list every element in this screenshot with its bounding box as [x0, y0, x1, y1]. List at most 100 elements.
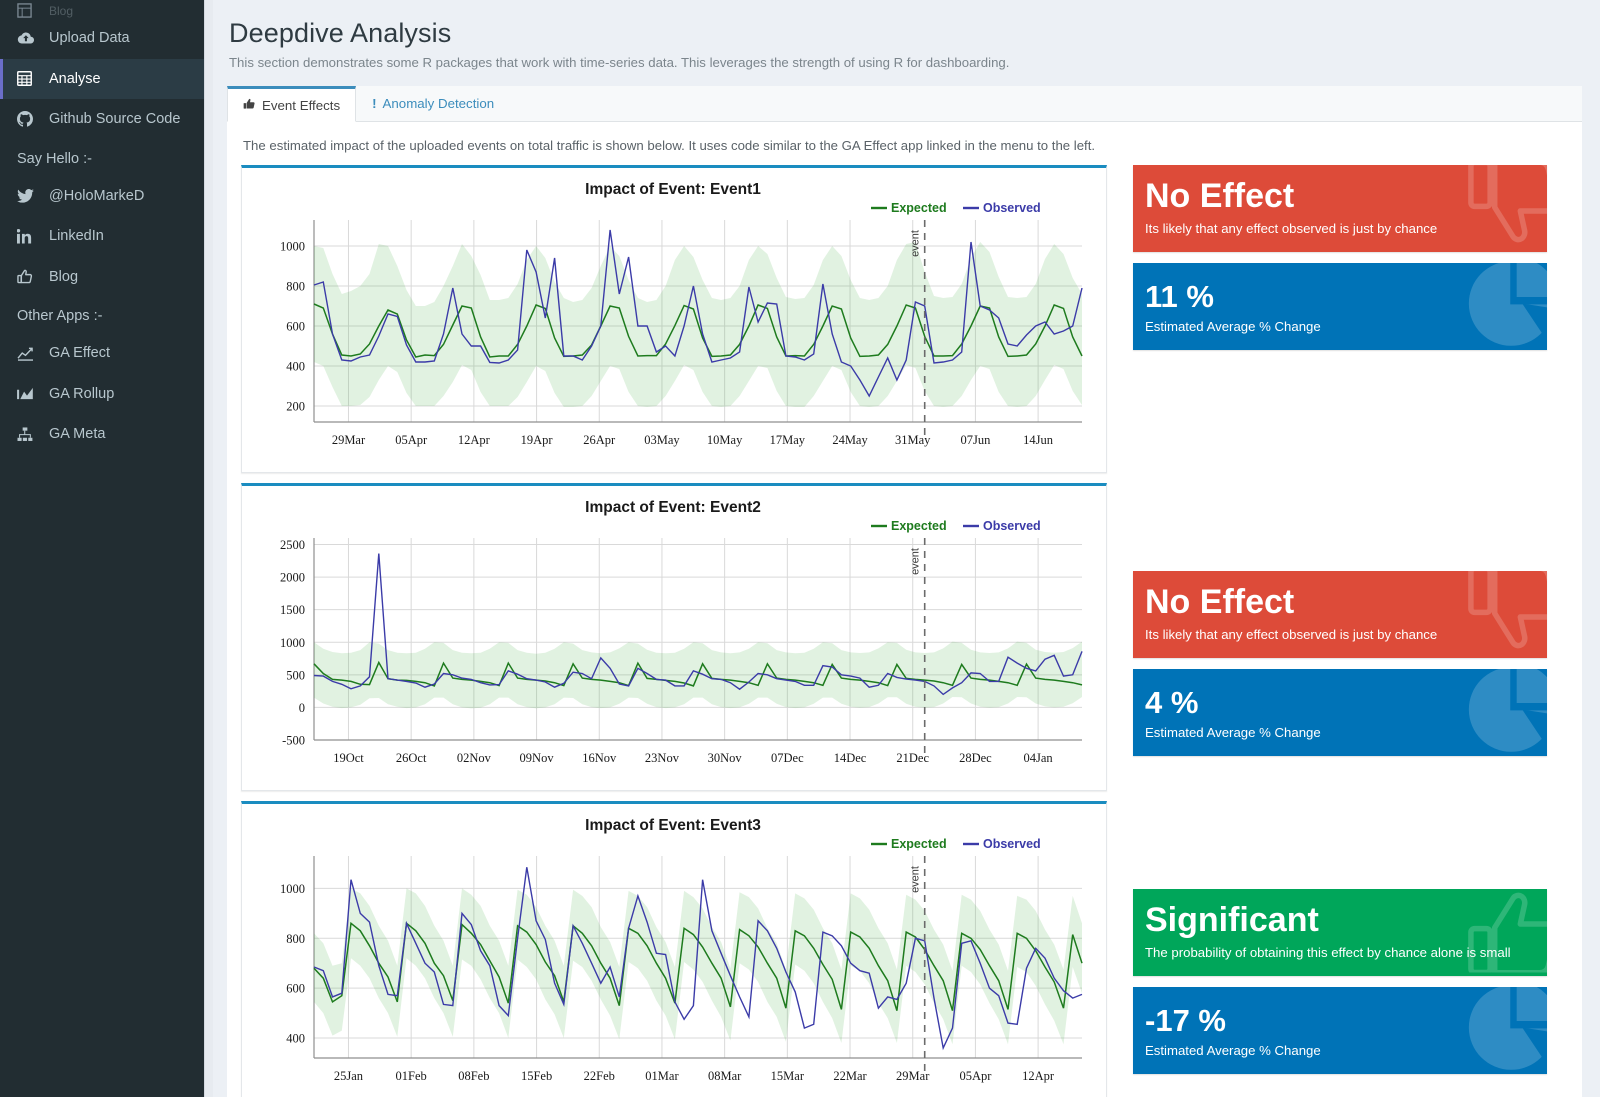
result-row-2: Impact of Event: Event2 -500 0 500 1000 1500 2… — [241, 483, 1568, 791]
svg-text:31May: 31May — [895, 433, 931, 447]
sidebar-item-label: Analyse — [49, 70, 101, 87]
svg-text:03May: 03May — [644, 433, 680, 447]
area-chart-icon — [17, 386, 39, 401]
sitemap-icon — [17, 427, 39, 442]
cards-spacer-2 — [1133, 483, 1547, 571]
svg-text:05Apr: 05Apr — [959, 1069, 992, 1083]
svg-text:02Nov: 02Nov — [457, 751, 492, 765]
svg-text:Impact of Event: Event1: Impact of Event: Event1 — [585, 181, 761, 198]
svg-text:09Nov: 09Nov — [520, 751, 555, 765]
tab-event-effects[interactable]: Event Effects — [227, 86, 357, 122]
sidebar-item-blog[interactable]: Blog — [0, 257, 213, 298]
svg-text:26Oct: 26Oct — [396, 751, 427, 765]
sidebar-item-clipped-top[interactable]: Blog — [0, 0, 213, 18]
svg-text:14Dec: 14Dec — [834, 751, 867, 765]
svg-text:Observed: Observed — [983, 201, 1041, 215]
svg-text:500: 500 — [286, 668, 305, 682]
svg-text:01Feb: 01Feb — [396, 1069, 427, 1083]
main-content: Deepdive Analysis This section demonstra… — [213, 0, 1600, 1097]
sidebar-item-label: Blog — [49, 268, 79, 285]
sidebar-item-linkedin[interactable]: LinkedIn — [0, 216, 213, 257]
tab-anomaly-detection[interactable]: ! Anomaly Detection — [356, 85, 510, 121]
svg-text:12Apr: 12Apr — [1022, 1069, 1055, 1083]
cloud-upload-icon — [17, 31, 39, 45]
svg-text:2500: 2500 — [280, 538, 305, 552]
change-label: Estimated Average % Change — [1145, 1043, 1321, 1059]
svg-text:600: 600 — [286, 320, 305, 334]
svg-text:29Mar: 29Mar — [896, 1069, 930, 1083]
exclamation-icon: ! — [372, 96, 377, 111]
svg-text:19Oct: 19Oct — [333, 751, 364, 765]
result-cards-2: No Effect Its likely that any effect obs… — [1133, 483, 1547, 791]
sidebar-header-say-hello: Say Hello :- — [17, 150, 92, 167]
sidebar-item-analyse[interactable]: Analyse — [0, 58, 213, 99]
svg-text:Expected: Expected — [891, 201, 947, 215]
svg-text:800: 800 — [286, 932, 305, 946]
svg-text:1000: 1000 — [280, 240, 305, 254]
sidebar-item-ga-meta[interactable]: GA Meta — [0, 414, 213, 455]
change-value: -17 % — [1145, 1002, 1226, 1038]
tab-panel-event-effects: The estimated impact of the uploaded eve… — [227, 122, 1582, 1097]
svg-text:29Mar: 29Mar — [332, 433, 366, 447]
svg-text:Impact of Event: Event3: Impact of Event: Event3 — [585, 817, 761, 834]
sidebar-item-label: Github Source Code — [49, 111, 181, 128]
sidebar-scroll-region: Blog Upload Data Analyse Github Source C… — [0, 0, 213, 1097]
svg-text:600: 600 — [286, 982, 305, 996]
svg-text:event: event — [910, 548, 922, 575]
svg-text:Expected: Expected — [891, 519, 947, 533]
svg-text:Impact of Event: Event2: Impact of Event: Event2 — [585, 499, 761, 516]
svg-text:2000: 2000 — [280, 571, 305, 585]
twitter-icon — [17, 188, 39, 203]
thumbs-up-icon — [243, 98, 256, 113]
sidebar-scrollbar[interactable] — [204, 0, 213, 1097]
table-icon — [17, 71, 39, 87]
svg-text:07Jun: 07Jun — [960, 433, 991, 447]
svg-text:200: 200 — [286, 400, 305, 414]
verdict-subtitle: The probability of obtaining this effect… — [1145, 944, 1511, 960]
svg-text:400: 400 — [286, 360, 305, 374]
svg-text:22Feb: 22Feb — [584, 1069, 615, 1083]
sidebar-item-github-source-code[interactable]: Github Source Code — [0, 99, 213, 140]
sidebar-item-upload-data[interactable]: Upload Data — [0, 18, 213, 59]
sidebar-item-ga-effect[interactable]: GA Effect — [0, 333, 213, 374]
verdict-title: No Effect — [1145, 177, 1295, 215]
linkedin-icon — [17, 228, 39, 244]
svg-text:07Dec: 07Dec — [771, 751, 804, 765]
svg-text:26Apr: 26Apr — [583, 433, 616, 447]
sidebar-item-twitter[interactable]: @HoloMarkeD — [0, 176, 213, 217]
chart-event3: Impact of Event: Event3 400 600 800 1000 25Ja… — [280, 817, 1083, 1083]
svg-text:05Apr: 05Apr — [395, 433, 428, 447]
svg-text:14Jun: 14Jun — [1023, 433, 1054, 447]
svg-text:event: event — [910, 866, 922, 893]
result-row-1: Impact of Event: Event1 200 400 600 800 1000 2… — [241, 165, 1568, 473]
svg-text:16Nov: 16Nov — [582, 751, 617, 765]
svg-text:21Dec: 21Dec — [896, 751, 929, 765]
panel-description: The estimated impact of the uploaded eve… — [243, 138, 1096, 153]
sidebar-item-ga-rollup[interactable]: GA Rollup — [0, 374, 213, 415]
svg-text:Expected: Expected — [891, 837, 947, 851]
svg-text:15Feb: 15Feb — [521, 1069, 552, 1083]
change-label: Estimated Average % Change — [1145, 725, 1321, 741]
svg-text:08Mar: 08Mar — [708, 1069, 742, 1083]
svg-text:10May: 10May — [707, 433, 743, 447]
chart-card-event2: Impact of Event: Event2 -500 0 500 1000 1500 2… — [241, 483, 1107, 791]
cards-spacer-3 — [1133, 801, 1547, 889]
change-label: Estimated Average % Change — [1145, 319, 1321, 335]
verdict-title: No Effect — [1145, 583, 1295, 621]
verdict-subtitle: Its likely that any effect observed is j… — [1145, 626, 1438, 642]
verdict-card-1: No Effect Its likely that any effect obs… — [1133, 165, 1547, 252]
svg-text:15Mar: 15Mar — [771, 1069, 805, 1083]
page-subtitle: This section demonstrates some R package… — [229, 55, 1010, 70]
svg-text:04Jan: 04Jan — [1024, 751, 1054, 765]
svg-text:08Feb: 08Feb — [458, 1069, 489, 1083]
svg-text:23Nov: 23Nov — [645, 751, 680, 765]
result-row-3: Impact of Event: Event3 400 600 800 1000 25Ja… — [241, 801, 1568, 1097]
svg-text:19Apr: 19Apr — [521, 433, 554, 447]
sidebar-item-clipped-label: Blog — [49, 4, 74, 18]
sidebar-item-label: GA Rollup — [49, 385, 115, 402]
svg-text:Observed: Observed — [983, 837, 1041, 851]
grid-icon — [17, 3, 39, 18]
sidebar-scrollbar-thumb[interactable] — [205, 0, 213, 1060]
sidebar-item-label: @HoloMarkeD — [49, 187, 145, 204]
svg-text:25Jan: 25Jan — [334, 1069, 364, 1083]
